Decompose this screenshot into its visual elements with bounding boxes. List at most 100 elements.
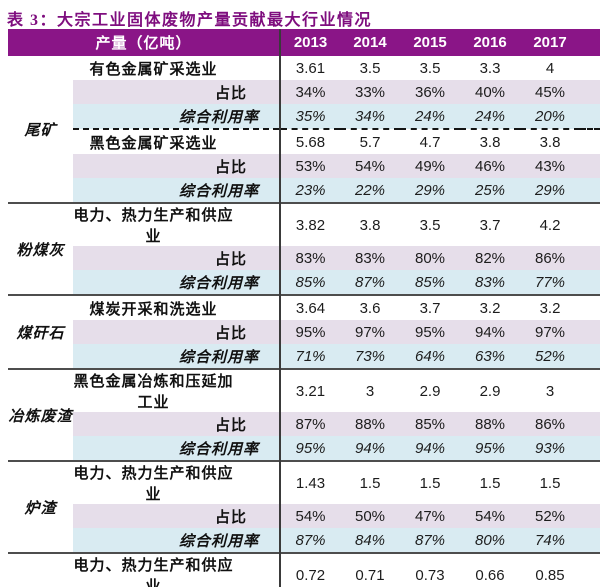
data-cell: 5.68 <box>280 128 341 154</box>
table-row: 综合利用率 35% 34% 24% 24% 20% <box>8 104 600 129</box>
row-label: 电力、热力生产和供应业 <box>73 202 282 246</box>
data-cell: 50% <box>340 504 401 528</box>
year-header-2016: 2016 <box>460 29 521 56</box>
data-cell: 54% <box>460 504 521 528</box>
data-cell: 74% <box>520 528 581 553</box>
data-cell: 3.21 <box>280 368 341 412</box>
row-label: 综合利用率 <box>73 528 282 553</box>
data-cell: 94% <box>460 320 521 344</box>
data-cell: 29% <box>400 178 461 203</box>
data-cell: 3 <box>520 368 581 412</box>
data-cell: 85% <box>400 412 461 436</box>
data-cell: 3.2 <box>460 294 521 320</box>
row-spacer <box>580 270 600 295</box>
unit-header-cell: 产量（亿吨） <box>8 29 282 56</box>
data-cell: 33% <box>340 80 401 104</box>
table-header: 产量（亿吨） 2013 2014 2015 2016 2017 <box>8 29 600 56</box>
data-cell: 23% <box>280 178 341 203</box>
data-cell: 95% <box>400 320 461 344</box>
row-label: 有色金属矿采选业 <box>73 56 282 80</box>
category-label: 脱硫石膏 <box>8 552 73 587</box>
data-cell: 24% <box>460 104 521 129</box>
table-row: 占比 54% 50% 47% 54% 52% <box>8 504 600 528</box>
data-cell: 4.2 <box>520 202 581 246</box>
data-cell: 3.8 <box>340 202 401 246</box>
category-label: 粉煤灰 <box>8 202 73 295</box>
row-spacer <box>580 320 600 344</box>
table-row: 综合利用率 85% 87% 85% 83% 77% <box>8 270 600 295</box>
data-cell: 54% <box>280 504 341 528</box>
data-cell: 85% <box>280 270 341 295</box>
data-cell: 1.5 <box>520 460 581 504</box>
table-row: 黑色金属矿采选业 5.68 5.7 4.7 3.8 3.8 <box>8 128 600 154</box>
data-cell: 86% <box>520 246 581 270</box>
data-cell: 53% <box>280 154 341 178</box>
data-cell: 94% <box>340 436 401 461</box>
row-spacer <box>580 504 600 528</box>
table-row: 占比 34% 33% 36% 40% 45% <box>8 80 600 104</box>
data-cell: 43% <box>520 154 581 178</box>
data-cell: 85% <box>400 270 461 295</box>
data-cell: 52% <box>520 344 581 369</box>
data-cell: 82% <box>460 246 521 270</box>
data-cell: 97% <box>340 320 401 344</box>
data-cell: 54% <box>340 154 401 178</box>
data-cell: 94% <box>400 436 461 461</box>
row-spacer <box>580 436 600 461</box>
row-label: 黑色金属矿采选业 <box>73 128 282 154</box>
waste-output-table: 产量（亿吨） 2013 2014 2015 2016 2017 尾矿 有色金属矿采… <box>8 29 600 587</box>
year-header-2017: 2017 <box>520 29 581 56</box>
data-cell: 83% <box>280 246 341 270</box>
row-spacer <box>580 154 600 178</box>
data-cell: 2.9 <box>400 368 461 412</box>
table-row: 炉渣 电力、热力生产和供应业 1.43 1.5 1.5 1.5 1.5 <box>8 460 600 553</box>
data-cell: 3.7 <box>400 294 461 320</box>
row-spacer <box>580 104 600 129</box>
data-cell: 3.6 <box>340 294 401 320</box>
year-header-2015: 2015 <box>400 29 461 56</box>
row-spacer <box>580 460 600 504</box>
row-label: 综合利用率 <box>73 178 282 203</box>
data-cell: 88% <box>460 412 521 436</box>
row-spacer <box>580 528 600 553</box>
row-spacer <box>580 368 600 412</box>
row-spacer <box>580 246 600 270</box>
data-cell: 3.8 <box>520 128 581 154</box>
data-cell: 46% <box>460 154 521 178</box>
data-cell: 63% <box>460 344 521 369</box>
row-spacer <box>580 56 600 80</box>
data-cell: 52% <box>520 504 581 528</box>
row-spacer <box>580 294 600 320</box>
data-cell: 3.5 <box>400 202 461 246</box>
row-spacer <box>580 344 600 369</box>
data-cell: 0.66 <box>460 552 521 587</box>
data-cell: 3.5 <box>340 56 401 80</box>
data-cell: 87% <box>340 270 401 295</box>
row-spacer <box>580 80 600 104</box>
table-row: 占比 87% 88% 85% 88% 86% <box>8 412 600 436</box>
row-spacer <box>580 552 600 587</box>
data-cell: 2.9 <box>460 368 521 412</box>
year-header-2013: 2013 <box>280 29 341 56</box>
data-cell: 3.5 <box>400 56 461 80</box>
table-row: 冶炼废渣 黑色金属冶炼和压延加工业 3.21 3 2.9 2.9 3 <box>8 368 600 461</box>
table-row: 综合利用率 95% 94% 94% 95% 93% <box>8 436 600 461</box>
row-spacer <box>580 202 600 246</box>
header-row: 产量（亿吨） 2013 2014 2015 2016 2017 <box>8 29 600 56</box>
data-cell: 5.7 <box>340 128 401 154</box>
data-cell: 40% <box>460 80 521 104</box>
data-cell: 77% <box>520 270 581 295</box>
row-label: 占比 <box>73 504 282 528</box>
data-cell: 88% <box>340 412 401 436</box>
row-label: 综合利用率 <box>73 344 282 369</box>
data-cell: 73% <box>340 344 401 369</box>
row-label: 综合利用率 <box>73 104 282 129</box>
row-label: 占比 <box>73 320 282 344</box>
data-cell: 0.72 <box>280 552 341 587</box>
data-cell: 87% <box>280 528 341 553</box>
data-cell: 0.73 <box>400 552 461 587</box>
data-cell: 34% <box>280 80 341 104</box>
data-cell: 80% <box>400 246 461 270</box>
data-cell: 4.7 <box>400 128 461 154</box>
